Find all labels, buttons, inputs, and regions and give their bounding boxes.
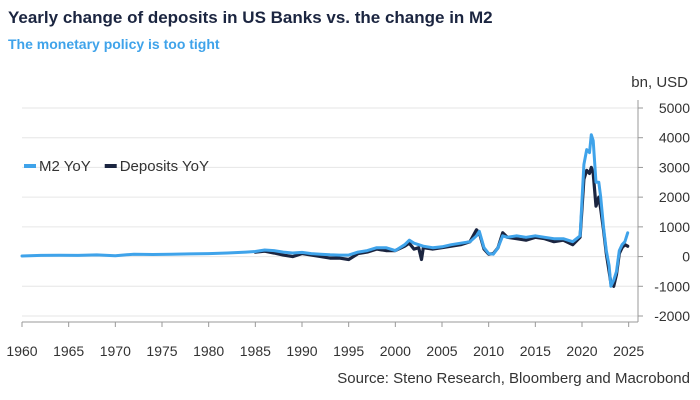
chart-title: Yearly change of deposits in US Banks vs… <box>8 8 493 27</box>
y-tick-label: -2000 <box>654 308 690 324</box>
x-tick-label: 1970 <box>100 343 131 359</box>
x-tick-label: 1960 <box>6 343 37 359</box>
x-tick-label: 1965 <box>53 343 84 359</box>
source-note: Source: Steno Research, Bloomberg and Ma… <box>337 370 690 387</box>
y-tick-label: -1000 <box>654 278 690 294</box>
y-tick-label: 5000 <box>659 100 690 116</box>
legend-label: M2 YoY <box>39 158 91 175</box>
x-tick-label: 1980 <box>193 343 224 359</box>
y-tick-label: 0 <box>682 249 690 265</box>
y-tick-label: 1000 <box>659 219 690 235</box>
x-tick-label: 2005 <box>426 343 457 359</box>
x-tick-label: 1985 <box>240 343 271 359</box>
x-tick-label: 1995 <box>333 343 364 359</box>
x-tick-label: 2025 <box>613 343 644 359</box>
y-tick-label: 2000 <box>659 189 690 205</box>
x-tick-label: 1990 <box>286 343 317 359</box>
y-tick-label: 4000 <box>659 130 690 146</box>
y-axis-unit-label: bn, USD <box>631 74 688 91</box>
x-tick-label: 2000 <box>380 343 411 359</box>
x-tick-label: 1975 <box>146 343 177 359</box>
series-line-m2-yoy <box>20 133 630 288</box>
legend-label: Deposits YoY <box>120 158 209 175</box>
x-tick-label: 2010 <box>473 343 504 359</box>
chart-subtitle: The monetary policy is too tight <box>8 36 220 52</box>
x-tick-label: 2015 <box>520 343 551 359</box>
x-tick-label: 2020 <box>566 343 597 359</box>
y-tick-label: 3000 <box>659 159 690 175</box>
